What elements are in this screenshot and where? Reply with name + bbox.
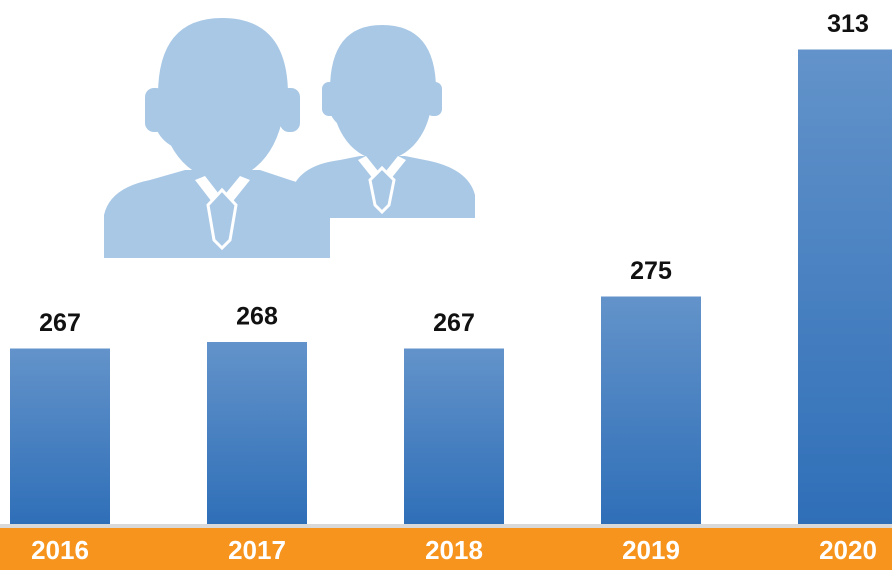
headset-icons bbox=[104, 18, 475, 258]
value-label: 275 bbox=[630, 257, 672, 285]
bar bbox=[10, 348, 110, 524]
x-tick-label: 2017 bbox=[228, 535, 286, 565]
value-label: 267 bbox=[433, 309, 475, 337]
bar bbox=[601, 296, 701, 524]
value-label: 267 bbox=[39, 309, 81, 337]
bar bbox=[404, 348, 504, 524]
value-label: 268 bbox=[236, 303, 278, 331]
x-tick-label: 2016 bbox=[31, 535, 89, 565]
tie-gaps bbox=[195, 156, 406, 251]
bar bbox=[798, 49, 892, 524]
category-strip bbox=[0, 528, 892, 570]
x-tick-label: 2018 bbox=[425, 535, 483, 565]
baseline bbox=[0, 524, 892, 528]
x-tick-label: 2020 bbox=[819, 535, 877, 565]
value-label: 313 bbox=[827, 10, 869, 38]
bar bbox=[207, 342, 307, 524]
x-tick-label: 2019 bbox=[622, 535, 680, 565]
